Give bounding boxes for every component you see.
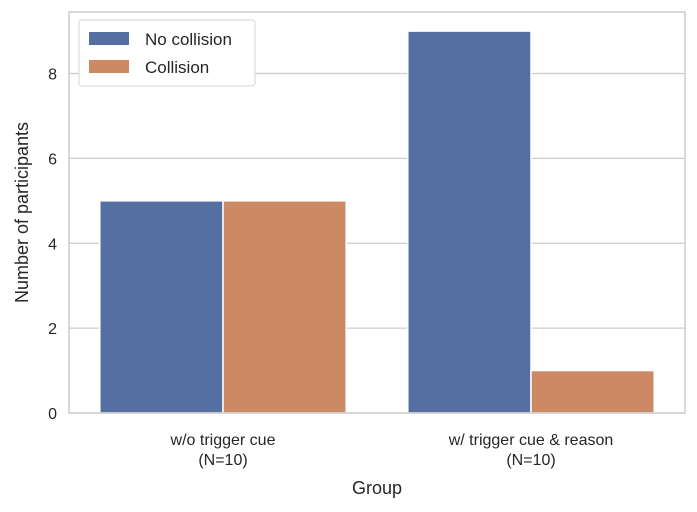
legend-label-collision: Collision — [145, 58, 209, 77]
y-tick-labels: 0 2 4 6 8 — [48, 67, 57, 423]
plot-frame — [68, 11, 686, 414]
x-axis-title: Group — [352, 478, 402, 498]
x-tick-label: w/ trigger cue & reason — [448, 432, 614, 449]
legend-swatch-collision — [89, 60, 129, 73]
legend: No collision Collision — [78, 19, 256, 87]
x-tick-label: w/o trigger cue — [170, 432, 276, 449]
y-tick-label: 6 — [48, 151, 57, 168]
legend-label-no-collision: No collision — [145, 30, 232, 49]
x-tick-label: (N=10) — [506, 452, 555, 469]
y-tick-label: 2 — [48, 321, 57, 338]
bars — [99, 30, 655, 414]
y-axis-title: Number of participants — [12, 122, 32, 303]
y-tick-label: 0 — [48, 406, 57, 423]
x-tick-label: (N=10) — [198, 452, 247, 469]
bar-collision-1 — [530, 369, 655, 414]
y-tick-label: 4 — [48, 236, 57, 253]
legend-swatch-no-collision — [89, 32, 129, 45]
x-tick-labels: w/o trigger cue (N=10) w/ trigger cue & re… — [170, 432, 614, 469]
bar-no-collision-0 — [99, 200, 224, 414]
bar-no-collision-1 — [407, 30, 532, 414]
bar-collision-0 — [222, 200, 347, 414]
y-tick-label: 8 — [48, 67, 57, 84]
